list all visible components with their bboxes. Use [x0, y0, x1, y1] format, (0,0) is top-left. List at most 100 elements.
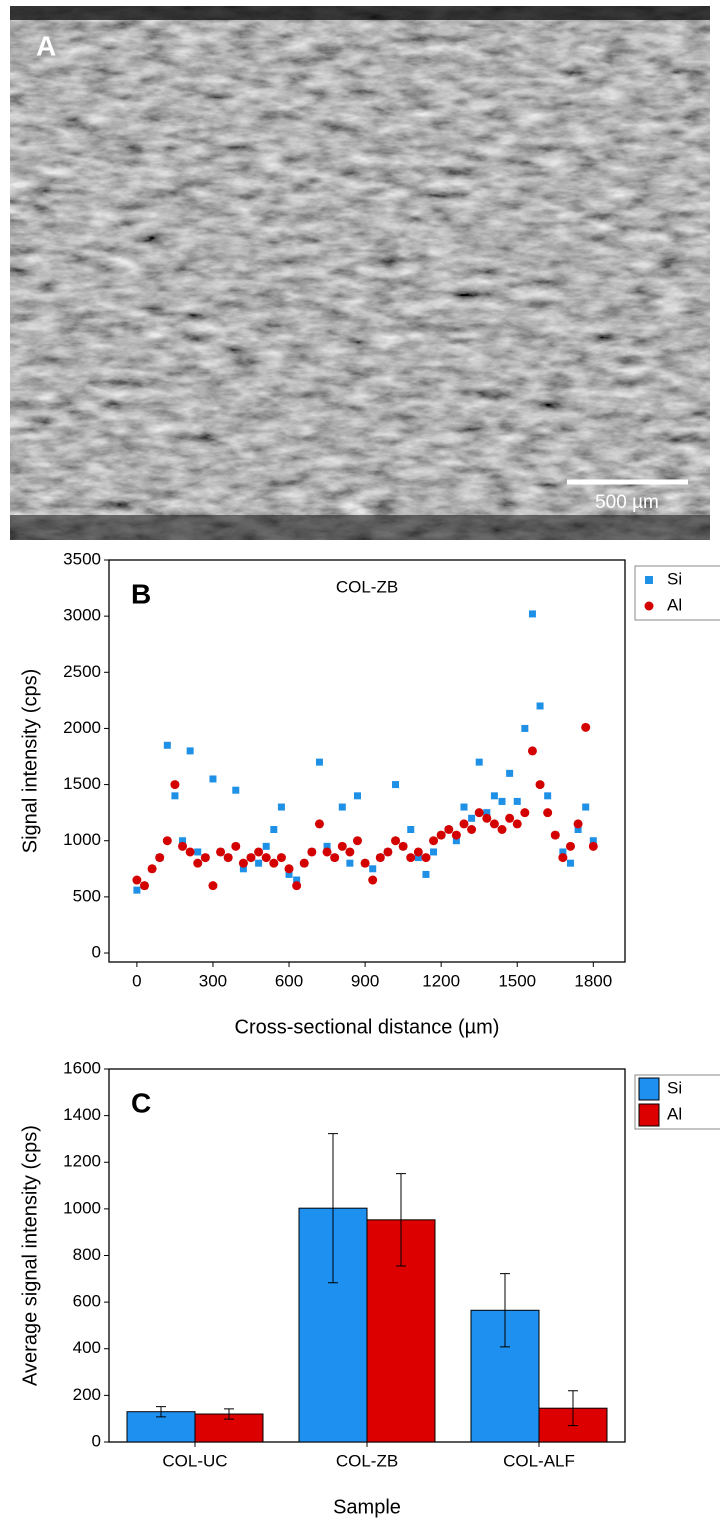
y-tick-label: 1600 [63, 1058, 101, 1077]
point [436, 830, 446, 840]
point [208, 881, 218, 891]
point [155, 853, 165, 863]
point [270, 825, 278, 833]
point [391, 836, 401, 846]
point [330, 853, 340, 863]
point [528, 610, 536, 618]
point [558, 853, 568, 863]
point [483, 809, 491, 817]
point [550, 830, 560, 840]
point [521, 724, 529, 732]
error-bar [500, 1273, 510, 1348]
point [506, 769, 514, 777]
point [582, 803, 590, 811]
error-bar [156, 1406, 166, 1418]
x-tick-label: COL-UC [162, 1451, 227, 1470]
point [430, 848, 438, 856]
y-tick-label: 1400 [63, 1105, 101, 1124]
point [238, 858, 248, 868]
point [360, 858, 370, 868]
point [497, 824, 507, 834]
point [352, 836, 362, 846]
y-tick-label: 0 [92, 943, 101, 962]
point [322, 847, 332, 857]
point [262, 842, 270, 850]
point [407, 825, 415, 833]
x-tick-label: 300 [199, 971, 227, 990]
legend-label: Si [667, 569, 682, 588]
point [163, 741, 171, 749]
point [133, 886, 141, 894]
point [368, 875, 378, 885]
point [255, 859, 263, 867]
point [513, 797, 521, 805]
error-bar [568, 1390, 578, 1427]
point [239, 865, 247, 873]
y-tick-label: 1000 [63, 1198, 101, 1217]
point [276, 853, 286, 863]
point [346, 859, 354, 867]
point [452, 837, 460, 845]
panel-label: A [36, 30, 56, 61]
point [269, 858, 279, 868]
panel-label: C [131, 1087, 151, 1118]
point [413, 847, 423, 857]
point [314, 819, 324, 829]
y-tick-label: 1200 [63, 1152, 101, 1171]
point [147, 864, 157, 874]
y-tick-label: 200 [73, 1385, 101, 1404]
legend-swatch [644, 601, 654, 611]
point [132, 875, 142, 885]
point [498, 797, 506, 805]
point [299, 858, 309, 868]
point [209, 775, 217, 783]
point [398, 841, 408, 851]
point [171, 792, 179, 800]
point [475, 758, 483, 766]
point [589, 837, 597, 845]
x-axis-label: Cross-sectional distance (µm) [235, 1016, 500, 1038]
annotation: COL-ZB [336, 577, 398, 596]
legend-swatch [638, 1103, 660, 1127]
point [194, 848, 202, 856]
point [468, 814, 476, 822]
y-tick-label: 1000 [63, 830, 101, 849]
y-tick-label: 400 [73, 1338, 101, 1357]
y-tick-label: 0 [92, 1431, 101, 1450]
point [139, 881, 149, 891]
point [414, 854, 422, 862]
point [520, 808, 530, 818]
y-tick-label: 500 [73, 886, 101, 905]
y-tick-label: 2500 [63, 662, 101, 681]
point [459, 819, 469, 829]
point [565, 841, 575, 851]
point [392, 781, 400, 789]
point [573, 819, 583, 829]
point [490, 792, 498, 800]
point [536, 702, 544, 710]
point [254, 847, 264, 857]
point [467, 824, 477, 834]
x-tick-label: 0 [132, 971, 141, 990]
point [543, 808, 553, 818]
point [429, 836, 439, 846]
y-tick-label: 3500 [63, 549, 101, 568]
point [170, 780, 180, 790]
x-tick-label: 900 [351, 971, 379, 990]
point [216, 847, 226, 857]
y-axis-label: Signal intensity (cps) [19, 669, 41, 854]
point [527, 746, 537, 756]
y-tick-label: 600 [73, 1292, 101, 1311]
y-tick-label: 1500 [63, 774, 101, 793]
point [232, 786, 240, 794]
legend-swatch [645, 576, 653, 584]
point [588, 841, 598, 851]
point [383, 847, 393, 857]
x-tick-label: 600 [275, 971, 303, 990]
plot-frame [108, 559, 626, 963]
point [574, 825, 582, 833]
point [581, 722, 591, 732]
sem-image [10, 6, 710, 540]
point [544, 792, 552, 800]
